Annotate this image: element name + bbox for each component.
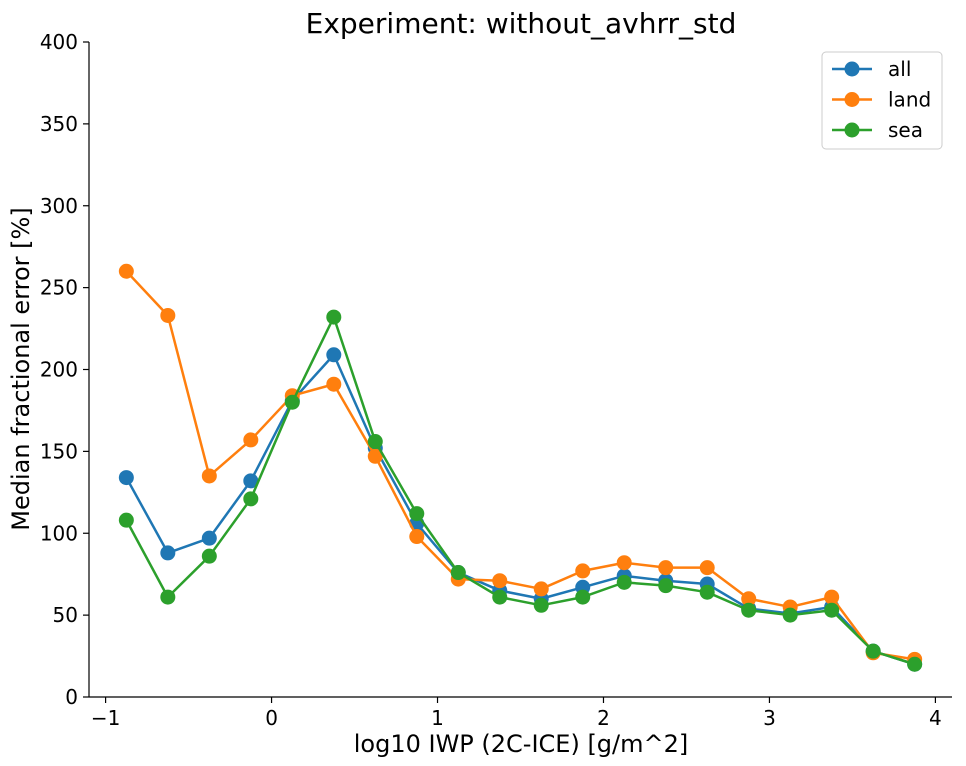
- data-point-land: [699, 560, 715, 576]
- data-point-land: [409, 529, 425, 545]
- y-tick-label: 300: [40, 194, 78, 218]
- data-point-sea: [824, 602, 840, 618]
- data-point-sea: [450, 565, 466, 581]
- data-point-land: [243, 432, 259, 448]
- data-point-land: [616, 555, 632, 571]
- data-point-land: [492, 573, 508, 589]
- legend-marker: [844, 92, 860, 107]
- data-point-all: [118, 470, 134, 486]
- data-point-sea: [782, 607, 798, 623]
- y-tick-label: 400: [40, 30, 78, 54]
- x-ticks: −1 0 1 2 3 4: [91, 697, 942, 730]
- x-tick-label: 1: [431, 706, 444, 730]
- legend-label: land: [888, 88, 931, 112]
- data-point-sea: [326, 309, 342, 325]
- y-ticks: 0 50 100 150 200 250 300 350 400: [40, 30, 89, 709]
- data-point-sea: [533, 597, 549, 613]
- data-point-sea: [907, 656, 923, 672]
- data-point-sea: [616, 574, 632, 590]
- data-point-land: [118, 263, 134, 279]
- y-tick-label: 50: [53, 603, 78, 627]
- data-point-land: [533, 581, 549, 597]
- data-point-land: [367, 448, 383, 464]
- series-sea: [118, 309, 923, 672]
- series-land: [118, 263, 923, 667]
- data-point-land: [160, 307, 176, 323]
- data-point-sea: [243, 491, 259, 507]
- data-point-land: [741, 591, 757, 607]
- y-tick-label: 100: [40, 521, 78, 545]
- y-axis-title: Median fractional error [%]: [7, 207, 35, 530]
- legend-marker: [844, 61, 860, 77]
- data-point-sea: [658, 578, 674, 594]
- legend-item-all: all: [832, 57, 911, 81]
- data-point-land: [575, 563, 591, 579]
- x-tick-label: 3: [763, 706, 776, 730]
- y-tick-label: 150: [40, 439, 78, 463]
- x-tick-label: 2: [597, 706, 610, 730]
- y-tick-label: 0: [65, 685, 78, 709]
- y-tick-label: 200: [40, 358, 78, 382]
- data-point-sea: [741, 602, 757, 618]
- data-point-land: [824, 589, 840, 605]
- data-point-land: [326, 376, 342, 392]
- data-point-sea: [201, 548, 217, 564]
- data-point-sea: [284, 394, 300, 410]
- legend-item-sea: sea: [832, 118, 923, 142]
- y-tick-label: 250: [40, 276, 78, 300]
- legend-label: sea: [888, 118, 923, 142]
- x-tick-label: 4: [929, 706, 942, 730]
- x-tick-label: −1: [91, 706, 120, 730]
- data-point-land: [658, 560, 674, 576]
- x-axis-title: log10 IWP (2C-ICE) [g/m^2]: [354, 730, 689, 758]
- data-point-all: [201, 530, 217, 546]
- data-point-sea: [699, 584, 715, 600]
- y-tick-label: 350: [40, 112, 78, 136]
- series-all: [118, 347, 923, 672]
- legend-marker: [844, 122, 860, 138]
- data-point-sea: [118, 512, 134, 528]
- data-point-sea: [367, 434, 383, 450]
- legend-item-land: land: [832, 88, 931, 112]
- legend: all land sea: [821, 51, 943, 150]
- data-point-all: [243, 473, 259, 489]
- chart-title: Experiment: without_avhrr_std: [306, 7, 737, 40]
- data-point-sea: [575, 589, 591, 605]
- data-point-sea: [409, 506, 425, 522]
- series-layer: [118, 263, 923, 672]
- data-point-all: [160, 545, 176, 561]
- data-point-all: [326, 347, 342, 363]
- data-point-sea: [160, 589, 176, 605]
- data-point-sea: [865, 643, 881, 659]
- legend-label: all: [888, 57, 911, 81]
- data-point-land: [201, 468, 217, 484]
- data-point-sea: [492, 589, 508, 605]
- x-tick-label: 0: [265, 706, 278, 730]
